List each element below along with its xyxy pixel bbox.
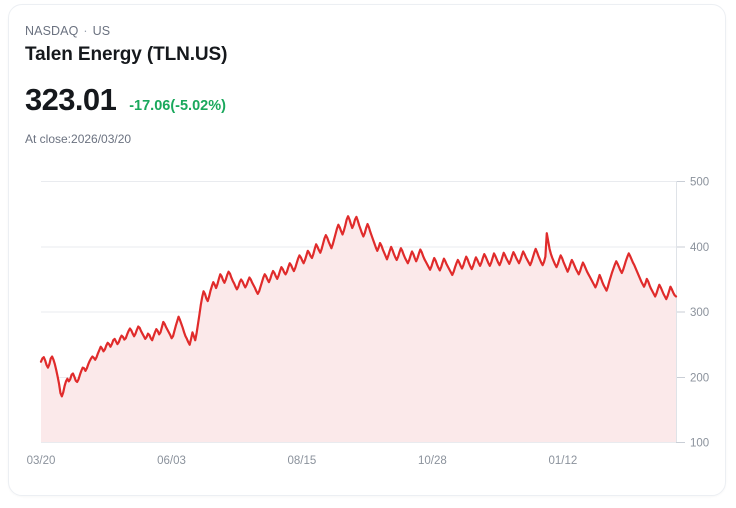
quote-header: NASDAQ · US Talen Energy (TLN.US) 323.01 -…: [25, 23, 685, 147]
price-chart[interactable]: 500 400 300 200 100 03/20 06/03 08/15 10/28 01/12: [9, 165, 725, 475]
price-chart-svg: 500 400 300 200 100 03/20 06/03 08/15 10/28 01/12: [27, 177, 710, 468]
page-title: Talen Energy (TLN.US): [25, 44, 228, 65]
y-axis-label: 500: [690, 177, 709, 189]
x-axis-label: 01/12: [549, 455, 578, 467]
price-row: 323.01 -17.06(-5.02%): [25, 83, 685, 117]
current-price: 323.01: [25, 82, 117, 117]
x-axis-label: 08/15: [288, 455, 317, 467]
price-change: -17.06(-5.02%): [129, 98, 226, 114]
y-axis-label: 300: [690, 307, 709, 319]
stock-quote-card: NASDAQ · US Talen Energy (TLN.US) 323.01 -…: [8, 4, 726, 496]
price-line: [39, 215, 678, 398]
exchange-row: NASDAQ · US: [25, 23, 685, 39]
y-axis-label: 100: [690, 438, 709, 450]
region-label: US: [92, 24, 111, 38]
y-axis-label: 400: [690, 242, 709, 254]
market-status-note: At close:2026/03/20: [25, 132, 132, 146]
x-axis-label: 06/03: [157, 455, 186, 467]
x-axis-label: 10/28: [418, 455, 447, 467]
exchange-label: NASDAQ: [25, 24, 79, 38]
x-axis-label: 03/20: [27, 455, 56, 467]
price-area-fill: [41, 216, 676, 442]
y-axis-label: 200: [690, 372, 709, 384]
exchange-separator: ·: [83, 24, 88, 38]
